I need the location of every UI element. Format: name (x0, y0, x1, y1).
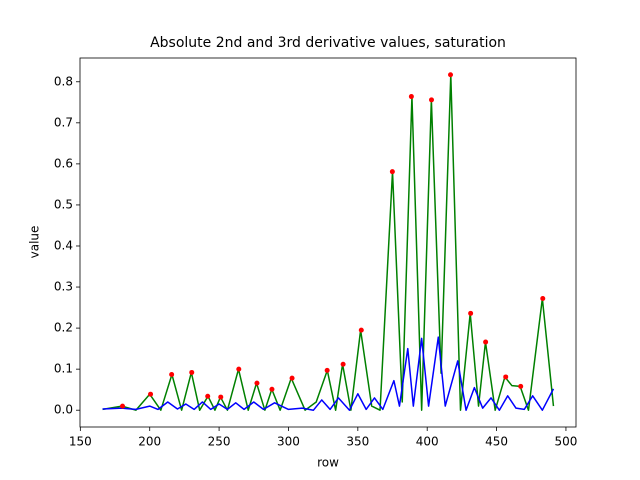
y-tick-label: 0.5 (54, 197, 73, 211)
x-tick-label: 250 (208, 435, 231, 449)
peak-marker (289, 375, 295, 381)
data-line (102, 336, 555, 411)
x-tick-label: 400 (416, 435, 439, 449)
x-tick-label: 500 (554, 435, 577, 449)
x-tick-label: 300 (277, 435, 300, 449)
y-axis-label: value (28, 226, 42, 259)
peak-marker (408, 94, 414, 100)
y-tick-label: 0.0 (54, 403, 73, 417)
y-tick-label: 0.3 (54, 280, 73, 294)
peak-marker (518, 383, 524, 389)
y-tick-label: 0.6 (54, 156, 73, 170)
peak-marker (120, 403, 126, 409)
peak-marker (483, 339, 489, 345)
chart-title: Absolute 2nd and 3rd derivative values, … (150, 35, 506, 51)
peak-marker (148, 391, 154, 397)
peak-marker (389, 169, 395, 175)
peak-marker (468, 310, 474, 316)
peak-marker (358, 327, 364, 333)
peak-marker (269, 386, 275, 392)
x-axis-label: row (317, 456, 339, 470)
peak-marker (169, 371, 175, 377)
peak-marker (448, 72, 454, 78)
x-tick-label: 450 (485, 435, 508, 449)
peak-marker (340, 361, 346, 367)
peak-marker (254, 380, 260, 386)
data-line (102, 74, 555, 411)
peak-marker (540, 296, 546, 302)
peak-marker (236, 366, 242, 372)
y-tick-label: 0.7 (54, 115, 73, 129)
y-tick-label: 0.2 (54, 321, 73, 335)
x-tick-label: 200 (138, 435, 161, 449)
y-tick-label: 0.4 (54, 238, 73, 252)
y-tick-label: 0.1 (54, 362, 73, 376)
peak-marker (324, 367, 330, 373)
x-tick-label: 150 (69, 435, 92, 449)
peak-marker (503, 374, 509, 380)
peak-marker (218, 394, 224, 400)
plot-frame (79, 57, 577, 428)
peak-marker (429, 97, 435, 103)
y-tick-label: 0.8 (54, 74, 73, 88)
peak-marker (205, 393, 211, 399)
x-tick-label: 350 (346, 435, 369, 449)
peak-marker (189, 369, 195, 375)
